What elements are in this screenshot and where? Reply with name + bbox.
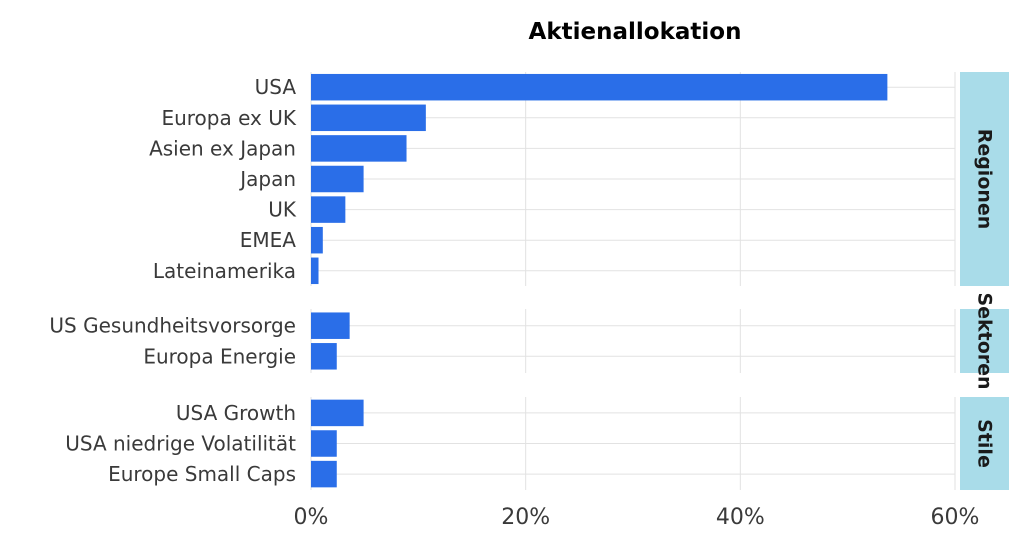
category-label: UK (268, 198, 297, 222)
bar (311, 196, 346, 223)
category-label: Europa Energie (143, 344, 296, 368)
x-tick-label: 60% (931, 505, 980, 530)
chart-title: Aktienallokation (529, 19, 742, 45)
category-labels: USA Europa ex UK Asien ex Japan Japan UK EMEA… (49, 75, 296, 486)
grid-layer (310, 72, 956, 490)
facet-strip (960, 309, 1009, 373)
category-label: USA niedrige Volatilität (65, 432, 296, 456)
bar (311, 430, 337, 457)
facet-strip (960, 397, 1009, 490)
category-label: Lateinamerika (153, 259, 296, 283)
facet-label: Regionen (974, 129, 996, 230)
bar (311, 165, 364, 193)
bar (311, 73, 888, 101)
category-label: USA Growth (176, 401, 296, 425)
facet-strips: Regionen Sektoren Stile (960, 72, 1009, 490)
x-axis-ticks: 0% 20% 40% 60% (294, 505, 980, 530)
category-label: US Gesundheitsvorsorge (49, 314, 296, 338)
bar (311, 135, 407, 162)
bar (311, 399, 364, 427)
bar (311, 257, 319, 285)
x-tick-label: 40% (716, 505, 765, 530)
category-label: Japan (238, 167, 296, 191)
facet-label: Stile (974, 419, 996, 468)
facet-label: Sektoren (974, 292, 996, 389)
x-tick-label: 0% (294, 505, 329, 530)
facet-strip (960, 72, 1009, 286)
bar (311, 226, 323, 254)
bars-layer (311, 73, 888, 488)
category-label: EMEA (240, 228, 297, 252)
bar (311, 104, 426, 132)
category-label: USA (255, 75, 297, 99)
category-label: Asien ex Japan (149, 136, 296, 160)
bar (311, 312, 350, 339)
bar (311, 460, 337, 488)
x-tick-label: 20% (501, 505, 550, 530)
category-label: Europa ex UK (161, 106, 296, 130)
bar (311, 343, 337, 370)
category-label: Europe Small Caps (108, 462, 296, 486)
